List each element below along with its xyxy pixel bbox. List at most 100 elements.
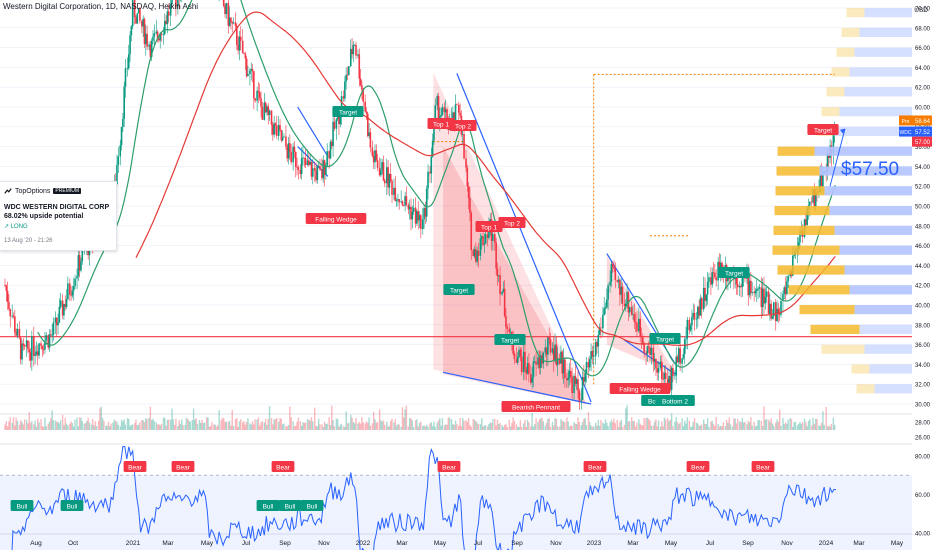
- volume-bar: [517, 426, 519, 430]
- candle-body: [76, 275, 78, 279]
- candle-body: [366, 113, 369, 137]
- third-price-tag-value-bg: [912, 136, 932, 147]
- volume-bar: [770, 418, 772, 430]
- volume-bar: [310, 417, 313, 430]
- volume-bar: [285, 425, 287, 430]
- candle-body: [35, 351, 38, 355]
- candle-body: [591, 351, 594, 357]
- volume-bar: [547, 418, 549, 430]
- candle-body: [407, 204, 410, 210]
- rsi-bull-tag-bg: [60, 500, 84, 511]
- candle-body: [520, 356, 523, 373]
- volume-bar: [767, 419, 770, 430]
- volume-bar: [97, 420, 100, 430]
- candles: [4, 0, 836, 411]
- profile-buy-bar: [821, 107, 840, 117]
- volume-bar: [397, 423, 399, 430]
- candle-body: [129, 35, 131, 55]
- profile-buy-bar: [831, 67, 850, 77]
- candle-body: [699, 298, 702, 316]
- volume-bar: [750, 417, 752, 430]
- symbol-header[interactable]: Western Digital Corporation, 1D, NASDAQ,…: [3, 2, 199, 11]
- volume-bar: [9, 417, 11, 430]
- volume-bar: [484, 425, 487, 430]
- candle-body: [748, 280, 751, 296]
- volume-bar: [37, 418, 39, 430]
- volume-bar: [345, 411, 347, 430]
- volume-bar: [598, 425, 601, 430]
- idea-card[interactable]: TopOptions PREMIUM WDC WESTERN DIGITAL C…: [0, 181, 117, 251]
- candle-body: [624, 303, 627, 307]
- volume-bar: [321, 424, 323, 430]
- candle-body: [761, 288, 764, 308]
- candle-body: [36, 351, 39, 356]
- price-tick-label: 68.00: [915, 26, 931, 32]
- candle-body: [394, 187, 397, 202]
- candle-body: [652, 347, 655, 362]
- candle-body: [260, 98, 262, 107]
- candle-body: [130, 26, 133, 36]
- volume-bar: [283, 423, 285, 430]
- volume-bar: [568, 426, 571, 430]
- candle-body: [23, 345, 26, 347]
- candle-body: [371, 147, 374, 156]
- candle-body: [581, 376, 584, 400]
- volume-bar: [73, 426, 75, 430]
- volume-bar: [352, 421, 355, 430]
- candle-body: [598, 327, 601, 335]
- time-tick-label: Nov: [318, 540, 330, 547]
- candle-body: [116, 164, 118, 184]
- volume-bar: [711, 420, 713, 430]
- candle-body: [632, 314, 634, 315]
- time-tick-label: 2021: [126, 540, 141, 547]
- volume-bar: [243, 421, 245, 430]
- volume-bar: [420, 421, 422, 430]
- volume-bar: [129, 426, 131, 430]
- candle-body: [643, 343, 645, 353]
- candle-body: [659, 361, 662, 368]
- profile-buy-bar: [775, 186, 825, 196]
- volume-bar: [678, 424, 680, 430]
- volume-bar: [139, 422, 141, 430]
- top-2-label-text: Top 2: [455, 124, 471, 131]
- volume-bar: [394, 418, 396, 430]
- candle-body: [417, 211, 420, 221]
- volume-bar: [823, 424, 825, 430]
- candle-body: [427, 171, 429, 189]
- candle-body: [80, 261, 82, 271]
- wdc-price-tag: WDC 57.52: [899, 126, 932, 137]
- candle-body: [329, 141, 332, 159]
- candle-body: [421, 219, 424, 230]
- volume-bar: [829, 426, 831, 430]
- candle-body: [524, 351, 526, 369]
- candle-body: [496, 268, 499, 277]
- candle-body: [655, 358, 657, 369]
- candle-body: [456, 104, 458, 106]
- bearish-pennant-label-bg: [501, 401, 571, 412]
- volume-bar: [223, 418, 225, 430]
- candle-body: [619, 279, 621, 295]
- candle-body: [127, 54, 130, 69]
- volume-bar: [403, 417, 405, 430]
- volume-bar: [645, 418, 647, 430]
- top-1-b-label: Top 1: [475, 221, 503, 232]
- volume-bar: [578, 421, 581, 430]
- volume-bar: [52, 419, 55, 430]
- idea-brand: TopOptions PREMIUM: [4, 187, 82, 195]
- candle-body: [813, 189, 816, 207]
- volume-bar: [506, 426, 508, 430]
- volume-bar: [50, 418, 52, 430]
- volume-bar: [361, 417, 363, 430]
- volume-bar: [398, 424, 400, 430]
- volume-bar: [459, 418, 461, 430]
- volume-bar: [160, 423, 163, 430]
- volume-bar: [560, 419, 562, 430]
- volume-bar: [728, 417, 730, 430]
- volume-bar: [58, 423, 61, 430]
- candle-body: [454, 104, 457, 124]
- candle-body: [236, 26, 238, 45]
- volume-bar: [267, 418, 269, 430]
- volume-bar: [583, 419, 585, 430]
- candle-body: [345, 74, 347, 82]
